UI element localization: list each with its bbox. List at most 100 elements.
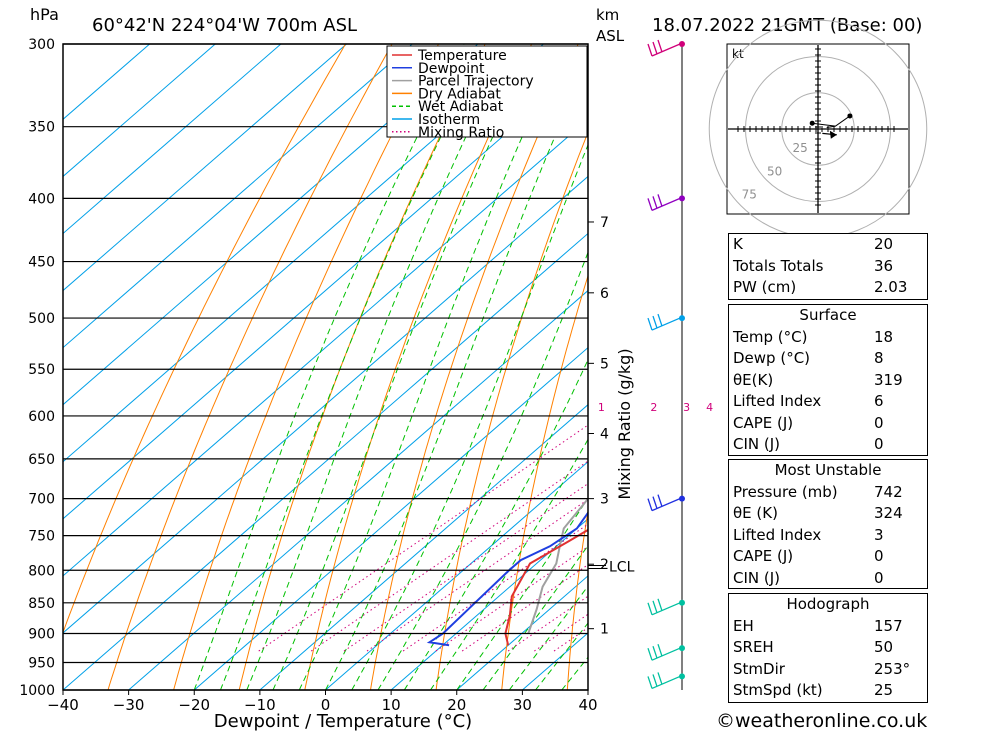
credit-text: ©weatheronline.co.uk	[716, 710, 927, 732]
index-label: K	[733, 235, 743, 253]
legend-label: Wet Adiabat	[418, 99, 504, 115]
pressure-tick-label: 550	[28, 362, 55, 378]
storm-motion-arrowhead	[829, 130, 837, 139]
isotherm-line	[63, 44, 347, 292]
x-tick-label: 10	[382, 696, 401, 714]
parcel-trajectory-line	[527, 497, 588, 634]
x-tick-label: 0	[321, 696, 331, 714]
legend-label: Dry Adiabat	[418, 86, 501, 102]
mixing-ratio-line	[310, 460, 588, 652]
pressure-tick-label: 750	[28, 529, 55, 545]
mixing-ratio-line	[258, 424, 588, 652]
index-value: 157	[874, 616, 903, 635]
index-value: 2.03	[874, 278, 908, 296]
index-value: 0	[874, 547, 884, 565]
dewpoint-line	[426, 511, 588, 647]
index-label: Pressure (mb)	[733, 482, 838, 501]
x-tick-label: −40	[47, 696, 79, 714]
x-tick-label: −30	[113, 696, 145, 714]
dry-adiabat-line	[238, 44, 486, 690]
isotherm-line	[63, 44, 216, 178]
wind-level-dot	[679, 315, 685, 322]
mixing-ratio-label: 3	[683, 401, 690, 414]
index-label: Temp (°C)	[733, 327, 808, 346]
pressure-tick-label: 1000	[19, 683, 55, 699]
pressure-tick-label: 500	[28, 311, 55, 327]
wind-barb	[647, 194, 681, 211]
wet-adiabat-line	[351, 143, 588, 690]
mixing-ratio-line	[343, 483, 588, 652]
wind-barb	[647, 39, 681, 57]
x-tick-label: 20	[447, 696, 466, 714]
most-unstable-title: Most Unstable	[774, 461, 882, 479]
pressure-tick-label: 650	[28, 452, 55, 468]
pressure-tick-label: 950	[28, 655, 55, 671]
mixing-ratio-axis-title: Mixing Ratio (g/kg)	[615, 348, 634, 499]
index-label: θE(K)	[733, 370, 774, 389]
isotherm-line	[63, 61, 588, 520]
index-label: θE (K)	[733, 504, 778, 522]
legend-label: Parcel Trajectory	[418, 74, 534, 90]
pressure-unit-label: hPa	[30, 5, 59, 24]
legend-label: Mixing Ratio	[418, 125, 504, 141]
isotherm-line	[63, 44, 544, 463]
hodograph-ring-label: 50	[767, 164, 782, 178]
wind-level-dot	[679, 41, 685, 47]
isotherm-line	[63, 232, 588, 690]
surface-row: CIN (J) 0	[729, 434, 927, 456]
axes: 3003504004505005506006507007508008509009…	[19, 37, 634, 714]
pressure-tick-label: 350	[28, 120, 55, 136]
isotherm-line	[325, 461, 588, 690]
wind-barb	[647, 672, 681, 690]
surface-row: Dewp (°C) 8	[729, 348, 927, 370]
wind-profile	[647, 39, 685, 690]
wind-level-dot	[679, 673, 685, 680]
isotherm-line	[193, 346, 588, 690]
index-label: SREH	[733, 638, 774, 656]
x-tick-label: 40	[578, 696, 597, 714]
index-value: 319	[874, 370, 903, 389]
index-label: CIN (J)	[733, 568, 781, 587]
pressure-tick-label: 700	[28, 492, 55, 508]
pressure-tick-label: 300	[28, 37, 55, 53]
wind-level-dot	[679, 599, 685, 606]
isotherm-line	[63, 118, 588, 577]
index-label: StmDir	[733, 659, 785, 678]
legend-label: Dewpoint	[418, 61, 485, 77]
index-label: StmSpd (kt)	[733, 681, 823, 699]
index-value: 253°	[874, 659, 911, 678]
wind-barb	[647, 494, 681, 512]
pressure-tick-label: 800	[28, 563, 55, 579]
wind-level-dot	[679, 495, 685, 502]
index-label: Lifted Index	[733, 525, 822, 544]
index-label: Lifted Index	[733, 392, 822, 410]
km-tick-label: 7	[600, 215, 609, 231]
km-unit-label: km	[596, 6, 619, 24]
hodograph-ring-label: 75	[742, 188, 757, 202]
datetime-title: 18.07.2022 21GMT (Base: 00)	[652, 15, 922, 36]
most-unstable-row: Lifted Index 3	[729, 525, 927, 547]
surface-row: Lifted Index 6	[729, 391, 927, 413]
wet-adiabat-line	[220, 44, 487, 690]
hodograph: kt 25 50 75	[708, 19, 928, 239]
mixing-ratio-label: 2	[650, 401, 657, 414]
x-tick-label: 30	[513, 696, 532, 714]
km-tick-label: 1	[600, 622, 609, 638]
index-value: 3	[874, 525, 884, 544]
surface-title: Surface	[799, 306, 857, 324]
isotherm-line	[128, 289, 588, 690]
dry-adiabat-line	[566, 508, 588, 690]
hodograph-row: SREH 50	[729, 637, 927, 659]
hodograph-row: StmDir 253°	[729, 659, 927, 681]
surface-row: Temp (°C) 18	[729, 327, 927, 349]
wet-adiabat-line	[272, 44, 537, 690]
wind-barb	[647, 643, 681, 661]
isotherm-line	[63, 44, 282, 235]
wet-adiabat-line	[246, 44, 511, 690]
x-tick-label: −20	[178, 696, 210, 714]
index-label: CAPE (J)	[733, 413, 794, 432]
hodograph-title: Hodograph	[786, 595, 870, 613]
hodograph-ring-label: 25	[793, 141, 808, 155]
